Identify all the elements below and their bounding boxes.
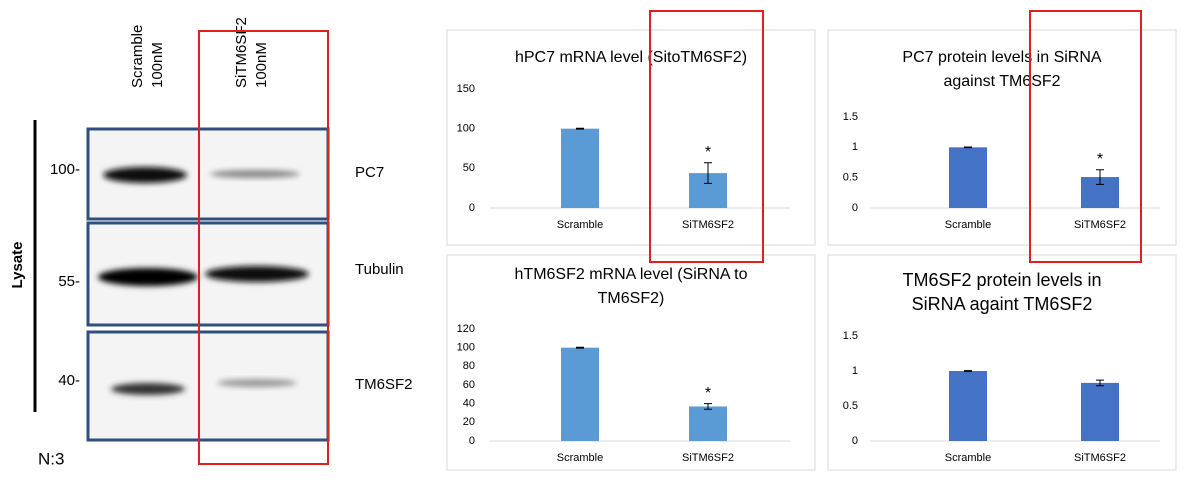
y-tick-label: 50 — [463, 162, 475, 174]
n-label: N:3 — [38, 449, 64, 468]
mw-marker: 100- — [50, 161, 80, 178]
bar — [949, 147, 987, 208]
chart-title: TM6SF2) — [598, 290, 665, 307]
mw-marker: 55- — [58, 273, 80, 290]
y-tick-label: 1.5 — [843, 330, 858, 342]
y-tick-label: 120 — [457, 323, 475, 335]
y-tick-label: 40 — [463, 398, 475, 410]
y-tick-label: 60 — [463, 379, 475, 391]
y-tick-label: 20 — [463, 416, 475, 428]
y-tick-label: 0.5 — [843, 400, 858, 412]
y-tick-label: 1 — [852, 141, 858, 153]
bar — [561, 348, 599, 441]
significance-label: * — [1097, 151, 1103, 168]
y-tick-label: 150 — [457, 83, 475, 95]
lane-label: SiTM6SF2 — [233, 17, 250, 88]
chart-title: hTM6SF2 mRNA level (SiRNA to — [515, 266, 748, 283]
x-tick-label: SiTM6SF2 — [682, 452, 734, 464]
error-bar — [576, 347, 584, 348]
y-tick-label: 100 — [457, 123, 475, 135]
y-tick-label: 0 — [852, 202, 858, 214]
chart-frame — [447, 255, 815, 470]
protein-label: PC7 — [355, 164, 384, 181]
y-tick-label: 80 — [463, 360, 475, 372]
y-tick-label: 1.5 — [843, 111, 858, 123]
protein-label: TM6SF2 — [355, 376, 413, 393]
bar — [561, 129, 599, 208]
chart-title: hPC7 mRNA level (SitoTM6SF2) — [515, 49, 747, 66]
x-tick-label: SiTM6SF2 — [682, 219, 734, 231]
band — [103, 167, 187, 183]
protein-label: Tubulin — [355, 261, 404, 278]
y-tick-label: 1 — [852, 365, 858, 377]
x-tick-label: Scramble — [945, 452, 991, 464]
lane-label: 100nM — [149, 42, 166, 88]
band — [205, 266, 309, 282]
bar — [949, 371, 987, 441]
x-tick-label: Scramble — [945, 219, 991, 231]
chart-title: PC7 protein levels in SiRNA — [902, 49, 1102, 66]
x-tick-label: Scramble — [557, 219, 603, 231]
chart-title: against TM6SF2 — [943, 73, 1060, 90]
y-tick-label: 0.5 — [843, 172, 858, 184]
significance-label: * — [705, 385, 711, 402]
y-tick-label: 0 — [852, 435, 858, 447]
band — [98, 268, 198, 286]
band — [217, 379, 297, 387]
chart-title: SiRNA againt TM6SF2 — [912, 294, 1093, 314]
x-tick-label: SiTM6SF2 — [1074, 219, 1126, 231]
bar — [1081, 383, 1119, 441]
lane-label: 100nM — [253, 42, 270, 88]
y-tick-label: 0 — [469, 202, 475, 214]
x-tick-label: Scramble — [557, 452, 603, 464]
error-bar — [964, 147, 972, 148]
error-bar — [964, 371, 972, 372]
lane-label: Scramble — [129, 25, 146, 88]
y-tick-label: 0 — [469, 435, 475, 447]
bar — [689, 406, 727, 441]
band — [210, 170, 300, 178]
error-bar — [576, 128, 584, 129]
figure: Scramble 100nM SiTM6SF2 100nM Lysate 100… — [0, 0, 1191, 476]
x-tick-label: SiTM6SF2 — [1074, 452, 1126, 464]
charts: hPC7 mRNA level (SitoTM6SF2)050100150Scr… — [447, 30, 1176, 470]
chart-title: TM6SF2 protein levels in — [902, 270, 1101, 290]
significance-label: * — [705, 144, 711, 161]
band — [111, 383, 185, 395]
side-label: Lysate — [9, 242, 26, 289]
y-tick-label: 100 — [457, 342, 475, 354]
mw-marker: 40- — [58, 372, 80, 389]
